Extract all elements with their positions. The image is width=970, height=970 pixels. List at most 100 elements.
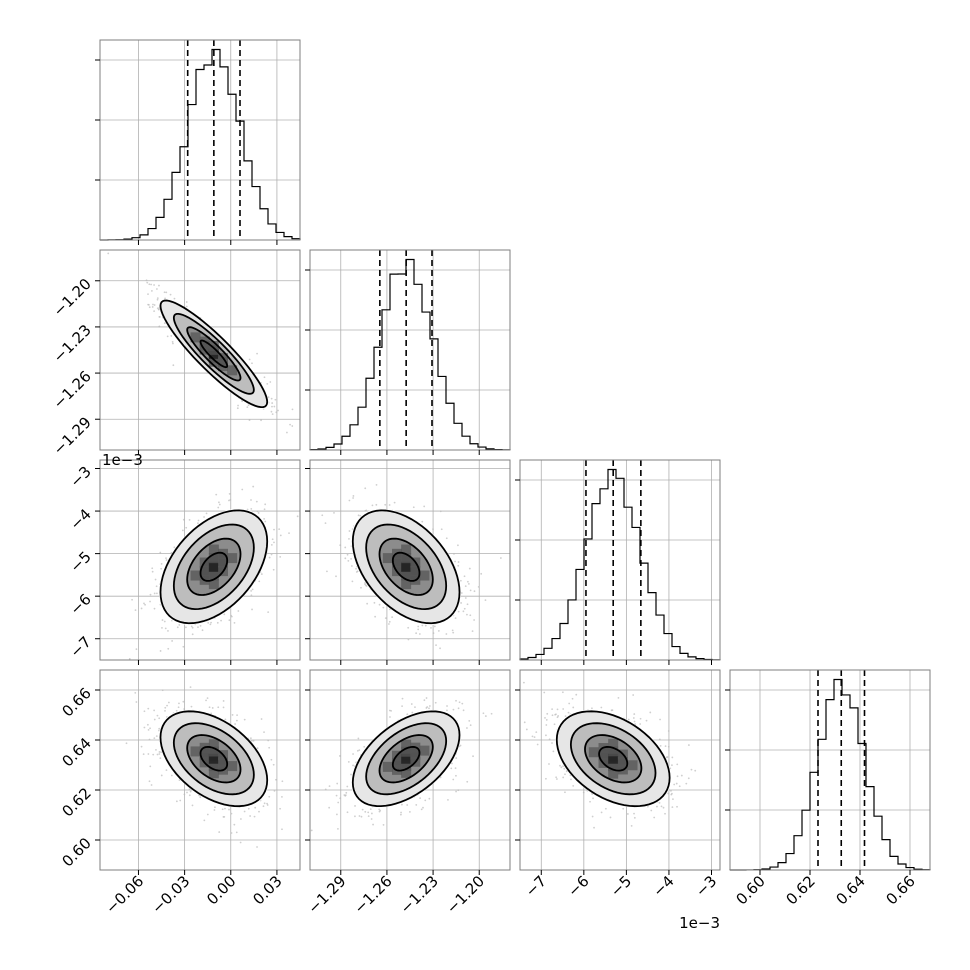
x-tick-label: 0.64 xyxy=(832,872,868,908)
scatter-point xyxy=(143,710,146,713)
density-pixel xyxy=(199,566,210,577)
scatter-point xyxy=(364,584,367,587)
scatter-point xyxy=(158,325,161,328)
y-tick-label: −1.20 xyxy=(50,275,95,320)
scatter-point xyxy=(213,809,216,811)
density-pixel xyxy=(227,553,238,564)
scatter-point xyxy=(228,493,231,495)
scatter-point xyxy=(545,734,547,737)
scatter-point xyxy=(670,790,672,792)
scatter-point xyxy=(151,567,154,570)
scatter-point xyxy=(159,551,162,554)
scatter-point xyxy=(454,560,456,563)
scatter-point xyxy=(184,626,187,629)
panel-2d xyxy=(128,485,299,660)
scatter-point xyxy=(553,723,556,726)
scatter-point xyxy=(167,701,170,704)
scatter-point xyxy=(357,514,360,517)
scatter-point xyxy=(407,638,410,641)
scatter-point xyxy=(365,509,368,512)
scatter-point xyxy=(466,727,468,729)
scatter-point xyxy=(425,707,428,709)
scatter-point xyxy=(650,809,653,812)
scatter-point xyxy=(670,793,673,796)
scatter-point xyxy=(337,827,339,830)
x-tick-label: −7 xyxy=(522,872,550,900)
scatter-point xyxy=(237,404,239,407)
scatter-point xyxy=(135,701,138,703)
scatter-point xyxy=(176,626,179,629)
scatter-point xyxy=(166,704,168,707)
scatter-point xyxy=(649,711,652,714)
scatter-point xyxy=(178,779,181,782)
scatter-point xyxy=(462,610,465,613)
scatter-point xyxy=(471,630,474,633)
scatter-point xyxy=(382,823,385,826)
scatter-point xyxy=(160,567,163,570)
scatter-point xyxy=(591,707,593,710)
scatter-point xyxy=(424,624,427,627)
scatter-point xyxy=(676,775,679,778)
scatter-point xyxy=(273,541,275,544)
scatter-point xyxy=(455,790,457,793)
scatter-point xyxy=(355,571,358,573)
scatter-point xyxy=(384,617,387,620)
scatter-point xyxy=(224,807,226,810)
scatter-point xyxy=(345,791,348,794)
scatter-point xyxy=(296,515,299,518)
scatter-point xyxy=(466,603,469,606)
scatter-point xyxy=(572,784,575,787)
scatter-point xyxy=(536,743,539,746)
x-tick-label: −6 xyxy=(564,872,592,900)
density-pixel xyxy=(617,757,628,768)
contour-line xyxy=(555,710,671,808)
contour-line xyxy=(351,509,461,625)
scatter-point xyxy=(346,785,349,788)
scatter-point xyxy=(344,557,347,560)
scatter-point xyxy=(268,556,271,559)
density-pixel xyxy=(608,746,619,757)
scatter-point xyxy=(468,567,471,570)
scatter-point xyxy=(158,717,161,720)
scatter-point xyxy=(415,804,418,806)
density-pixel xyxy=(608,753,619,764)
scatter-point xyxy=(480,572,483,575)
x-tick-label: −1.20 xyxy=(443,872,488,917)
scatter-point xyxy=(291,408,294,411)
scatter-point xyxy=(266,382,269,385)
scatter-point xyxy=(401,803,403,806)
scatter-point xyxy=(205,512,208,515)
scatter-point xyxy=(351,580,354,583)
panel-frame xyxy=(99,39,301,241)
scatter-point xyxy=(263,508,266,511)
scatter-point xyxy=(258,810,260,813)
scatter-point xyxy=(562,776,565,779)
scatter-point xyxy=(630,824,633,827)
scatter-point xyxy=(454,617,457,620)
scatter-point xyxy=(247,807,250,810)
scatter-point xyxy=(473,619,476,621)
scatter-point xyxy=(544,716,546,719)
scatter-point xyxy=(358,815,361,817)
scatter-point xyxy=(241,400,244,403)
scatter-point xyxy=(439,510,442,513)
scatter-point xyxy=(207,622,210,624)
scatter-point xyxy=(154,578,157,581)
scatter-point xyxy=(281,795,283,798)
scatter-point xyxy=(228,808,230,811)
scatter-point xyxy=(535,731,538,734)
density-pixel xyxy=(382,553,393,564)
scatter-point xyxy=(191,804,194,807)
scatter-point xyxy=(228,499,230,502)
scatter-point xyxy=(257,512,260,514)
scatter-point xyxy=(164,706,167,709)
scatter-point xyxy=(545,724,548,726)
scatter-point xyxy=(275,778,277,781)
scatter-point xyxy=(153,737,156,740)
scatter-point xyxy=(490,712,493,715)
panel-2d xyxy=(321,483,502,650)
scatter-point xyxy=(260,419,262,422)
y-offset-label: 1e−3 xyxy=(102,451,143,469)
y-tick-label: 0.60 xyxy=(58,834,94,870)
contour-line xyxy=(378,734,434,784)
